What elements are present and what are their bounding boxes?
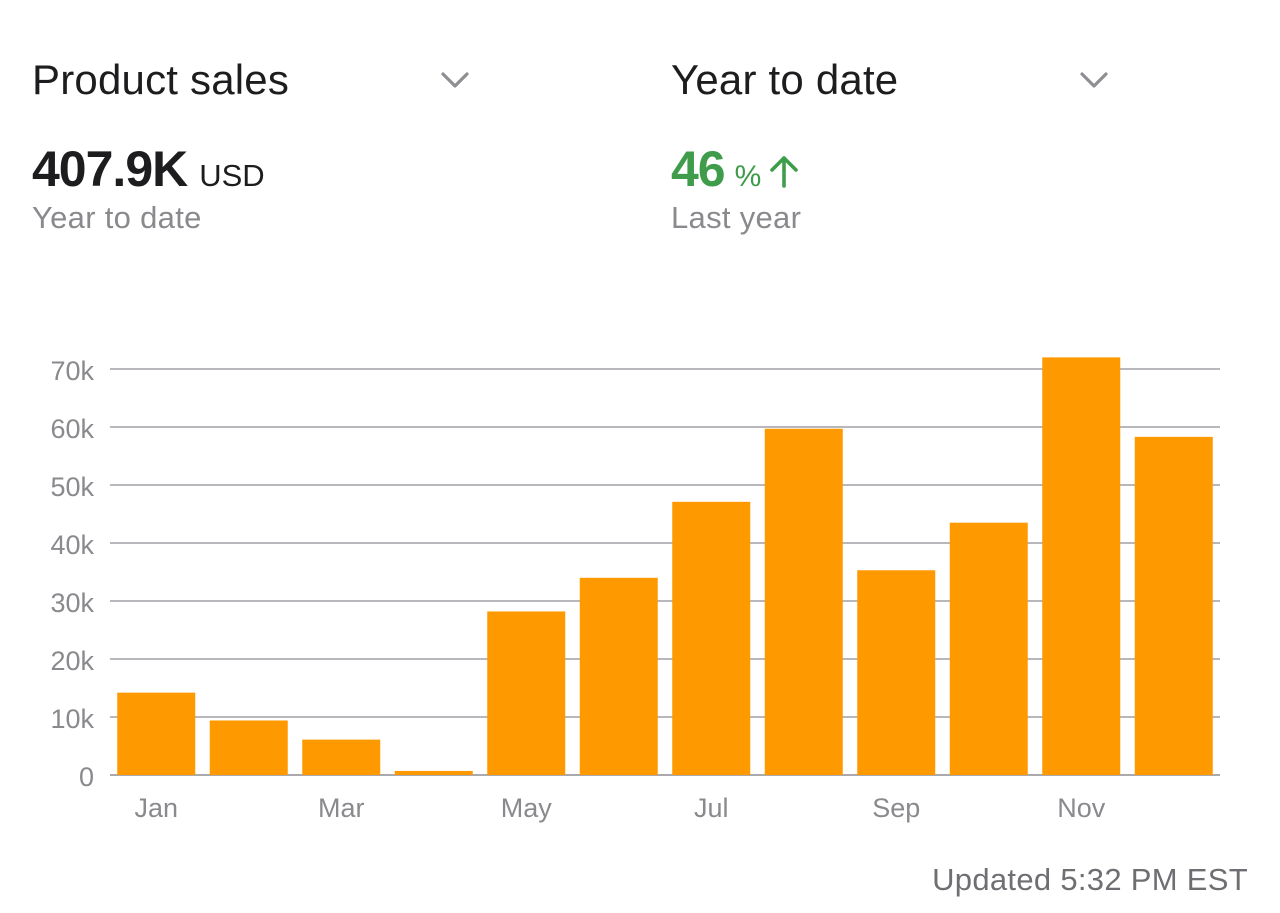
x-tick-label: Jan [134, 793, 178, 823]
x-tick-label: Jul [694, 793, 729, 823]
y-tick-label: 10k [50, 704, 94, 734]
arrow-up-icon [770, 156, 799, 188]
bar-jul [672, 501, 751, 775]
monthly-sales-bar-chart: 0 10k 20k 30k 40k 50k 60k 70k Jan Mar May Jul Sep Nov [50, 356, 1220, 823]
chevron-down-icon[interactable] [1077, 63, 1111, 97]
metric-selector-label: Product sales [32, 56, 290, 103]
bar-jun [579, 577, 658, 775]
period-selector[interactable]: Year to date [671, 52, 1111, 108]
bar-may [487, 611, 566, 775]
y-tick-label: 0 [79, 762, 94, 792]
growth-caption: Last year [671, 200, 802, 235]
y-tick-label: 30k [50, 588, 94, 618]
x-tick-label: May [501, 793, 553, 823]
y-tick-label: 50k [50, 472, 94, 502]
bar-sep [857, 570, 936, 775]
bar-oct [949, 522, 1028, 775]
growth-value: 46 [671, 141, 726, 197]
bar-apr [394, 770, 473, 775]
y-tick-label: 40k [50, 530, 94, 560]
growth-percentage: 46 % [671, 140, 801, 198]
bar-dec [1134, 436, 1213, 775]
bar-jan [117, 692, 196, 775]
x-tick-label: Nov [1057, 793, 1106, 823]
bar-aug [764, 428, 843, 775]
chevron-down-icon[interactable] [438, 63, 472, 97]
growth-unit: % [734, 160, 762, 193]
updated-timestamp: Updated 5:32 PM EST [932, 862, 1248, 897]
sales-total-value: 407.9K [32, 141, 188, 197]
x-tick-label: Mar [318, 793, 365, 823]
bar-feb [209, 720, 288, 775]
y-tick-label: 70k [50, 356, 94, 386]
period-selector-label: Year to date [671, 56, 899, 103]
x-tick-label: Sep [872, 793, 920, 823]
y-tick-label: 20k [50, 646, 94, 676]
sales-total-unit: USD [199, 158, 265, 193]
bar-nov [1042, 357, 1121, 775]
sales-total: 407.9K USD [32, 140, 265, 198]
y-tick-label: 60k [50, 414, 94, 444]
sales-total-caption: Year to date [32, 200, 202, 235]
bar-mar [302, 739, 381, 775]
metric-selector[interactable]: Product sales [32, 52, 472, 108]
